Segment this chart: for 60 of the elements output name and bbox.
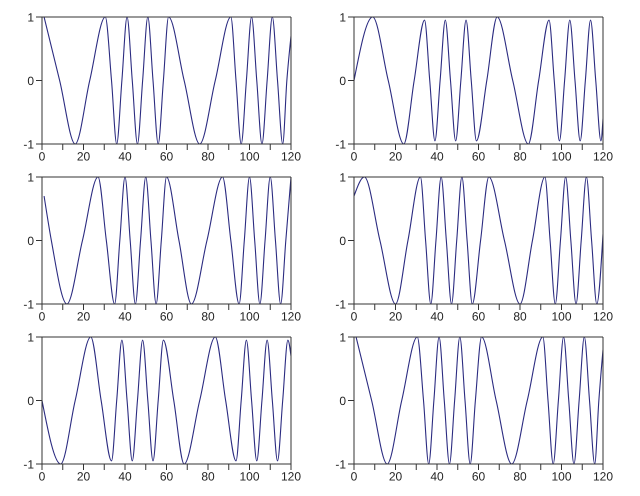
x-tick-label: 0 xyxy=(38,150,46,164)
x-tick-label: 80 xyxy=(513,470,527,484)
x-tick-label: 40 xyxy=(430,470,444,484)
x-tick-label: 80 xyxy=(201,470,215,484)
x-tick-label: 20 xyxy=(388,150,402,164)
x-tick-label: 60 xyxy=(160,150,174,164)
x-tick-label: 60 xyxy=(472,150,486,164)
y-tick-label: 0 xyxy=(27,234,34,248)
y-tick-label: 1 xyxy=(339,330,346,344)
x-tick-label: 0 xyxy=(350,310,358,324)
x-tick-label: 100 xyxy=(551,310,572,324)
x-tick-label: 0 xyxy=(38,310,46,324)
x-tick-label: 100 xyxy=(239,150,260,164)
x-tick-label: 60 xyxy=(160,310,174,324)
y-tick-label: -1 xyxy=(23,457,34,472)
y-tick-label: -1 xyxy=(23,137,34,152)
y-tick-label: -1 xyxy=(335,297,346,312)
x-tick-label: 100 xyxy=(239,310,260,324)
x-tick-label: 100 xyxy=(551,470,572,484)
x-tick-label: 100 xyxy=(551,150,572,164)
x-tick-label: 0 xyxy=(38,470,46,484)
y-tick-label: 1 xyxy=(27,330,34,344)
x-tick-label: 120 xyxy=(280,310,302,324)
y-tick-label: 1 xyxy=(27,170,34,184)
x-tick-label: 40 xyxy=(118,150,132,164)
x-tick-label: 20 xyxy=(388,310,402,324)
y-tick-label: 1 xyxy=(27,10,34,24)
x-tick-label: 60 xyxy=(472,310,486,324)
x-tick-label: 120 xyxy=(592,470,614,484)
x-tick-label: 40 xyxy=(118,310,132,324)
y-tick-label: -1 xyxy=(335,457,346,472)
x-tick-label: 40 xyxy=(430,310,444,324)
y-tick-label: 1 xyxy=(339,10,346,24)
y-tick-label: 0 xyxy=(339,394,346,408)
y-tick-label: 0 xyxy=(339,74,346,88)
x-tick-label: 60 xyxy=(472,470,486,484)
x-tick-label: 40 xyxy=(430,150,444,164)
x-tick-label: 120 xyxy=(592,150,614,164)
x-tick-label: 120 xyxy=(592,310,614,324)
y-tick-label: -1 xyxy=(23,297,34,312)
x-tick-label: 80 xyxy=(201,310,215,324)
x-tick-label: 0 xyxy=(350,470,358,484)
x-tick-label: 20 xyxy=(76,310,90,324)
x-tick-label: 80 xyxy=(201,150,215,164)
x-tick-label: 100 xyxy=(239,470,260,484)
x-tick-label: 60 xyxy=(160,470,174,484)
x-tick-label: 0 xyxy=(350,150,358,164)
y-tick-label: 0 xyxy=(27,394,34,408)
y-tick-label: 0 xyxy=(27,74,34,88)
x-tick-label: 120 xyxy=(280,150,302,164)
x-tick-label: 40 xyxy=(118,470,132,484)
y-tick-label: 0 xyxy=(339,234,346,248)
x-tick-label: 80 xyxy=(513,150,527,164)
x-tick-label: 80 xyxy=(513,310,527,324)
x-tick-label: 20 xyxy=(76,150,90,164)
y-tick-label: 1 xyxy=(339,170,346,184)
x-tick-label: 20 xyxy=(76,470,90,484)
x-tick-label: 120 xyxy=(280,470,302,484)
x-tick-label: 20 xyxy=(388,470,402,484)
y-tick-label: -1 xyxy=(335,137,346,152)
